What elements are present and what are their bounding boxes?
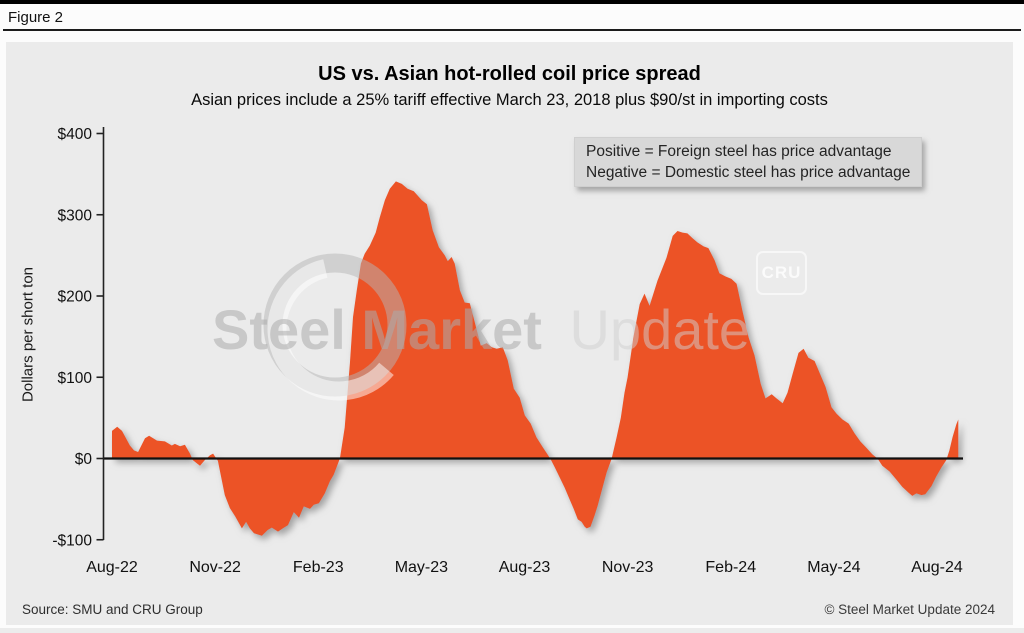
figure-divider bbox=[3, 29, 1021, 31]
footer-source: Source: SMU and CRU Group bbox=[22, 602, 203, 617]
legend-line-negative: Negative = Domestic steel has price adva… bbox=[586, 164, 911, 181]
chart-panel: US vs. Asian hot-rolled coil price sprea… bbox=[6, 42, 1013, 625]
top-bar bbox=[0, 0, 1024, 4]
chart-subtitle: Asian prices include a 25% tariff effect… bbox=[191, 91, 828, 109]
chart-title: US vs. Asian hot-rolled coil price sprea… bbox=[318, 63, 701, 85]
bottom-strip bbox=[0, 628, 1024, 633]
footer-copyright: © Steel Market Update 2024 bbox=[824, 602, 995, 617]
y-axis-title: Dollars per short ton bbox=[19, 266, 37, 403]
figure-label: Figure 2 bbox=[8, 9, 64, 26]
legend-box: Positive = Foreign steel has price advan… bbox=[574, 137, 923, 187]
legend-line-positive: Positive = Foreign steel has price advan… bbox=[586, 143, 892, 160]
cru-watermark-badge: CRU bbox=[756, 251, 807, 295]
